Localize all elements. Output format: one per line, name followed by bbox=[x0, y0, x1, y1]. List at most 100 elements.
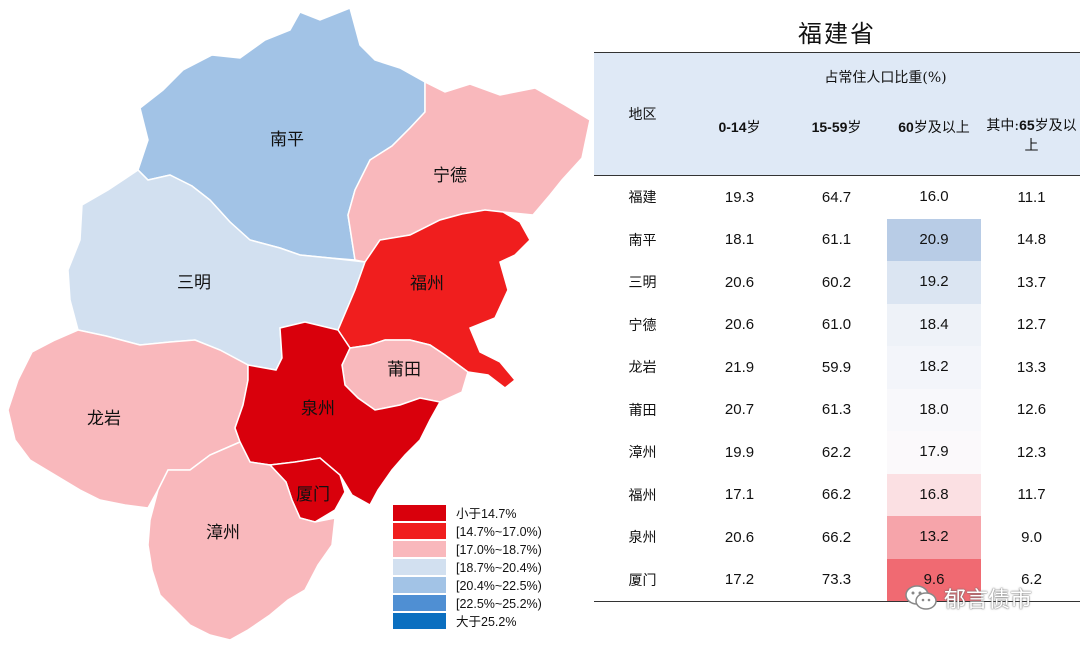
table-row: 漳州 19.9 62.2 17.9 12.3 bbox=[594, 431, 1080, 474]
legend-swatch bbox=[393, 595, 446, 611]
cell-value: 66.2 bbox=[821, 528, 852, 546]
cell-value: 18.2 bbox=[887, 346, 981, 389]
cell-value: 17.9 bbox=[887, 431, 981, 474]
header-age-60-plus: 60岁及以上 bbox=[885, 101, 983, 176]
label-longyan: 龙岩 bbox=[87, 409, 121, 429]
table-title: 福建省 bbox=[798, 20, 876, 48]
header-share-group: 占常住人口比重(%) bbox=[691, 52, 1080, 101]
cell-value: 20.9 bbox=[887, 218, 981, 261]
table-row: 三明 20.6 60.2 19.2 13.7 bbox=[594, 261, 1080, 304]
row-region: 厦门 bbox=[628, 572, 657, 589]
table-row: 龙岩 21.9 59.9 18.2 13.3 bbox=[594, 346, 1080, 389]
cell-60-plus: 18.4 bbox=[885, 303, 983, 346]
row-region: 龙岩 bbox=[628, 360, 657, 377]
header-unit: 岁及以上 bbox=[1024, 118, 1077, 154]
watermark: 郁言债市 bbox=[904, 580, 1080, 616]
legend-label: [18.7%~20.4%) bbox=[456, 561, 542, 575]
row-region: 泉州 bbox=[628, 530, 657, 547]
cell-value: 61.0 bbox=[821, 316, 852, 334]
table-row: 莆田 20.7 61.3 18.0 12.6 bbox=[594, 388, 1080, 431]
label-fuzhou: 福州 bbox=[410, 274, 444, 294]
legend-swatch bbox=[393, 577, 446, 593]
legend-swatch bbox=[393, 505, 446, 521]
row-region: 宁德 bbox=[628, 317, 657, 334]
cell-60-plus: 20.9 bbox=[885, 218, 983, 261]
cell-value: 16.0 bbox=[919, 188, 949, 205]
cell-60-plus: 19.2 bbox=[885, 261, 983, 304]
table-row: 厦门 17.2 73.3 9.6 6.2 bbox=[594, 558, 1080, 602]
cell-value: 20.6 bbox=[724, 316, 755, 334]
cell-value: 19.3 bbox=[724, 188, 755, 206]
legend-swatch bbox=[393, 559, 446, 575]
cell-60-plus: 9.6 bbox=[885, 558, 983, 602]
row-region: 南平 bbox=[628, 232, 657, 249]
cell-value: 62.2 bbox=[821, 443, 852, 461]
region-quanzhou[interactable] bbox=[234, 321, 442, 507]
table-row: 福建 19.3 64.7 16.0 11.1 bbox=[594, 176, 1080, 219]
cell-value: 18.4 bbox=[887, 303, 981, 346]
label-putian: 莆田 bbox=[387, 360, 421, 380]
cell-value: 20.6 bbox=[724, 273, 755, 291]
legend-item: [22.5%~25.2%) bbox=[393, 595, 542, 611]
cell-value: 9.0 bbox=[1021, 528, 1042, 546]
legend-item: [14.7%~17.0%) bbox=[393, 523, 542, 539]
cell-value: 17.2 bbox=[724, 571, 755, 589]
region-zhangzhou[interactable] bbox=[147, 441, 336, 641]
cell-value: 64.7 bbox=[821, 188, 852, 206]
label-nanping: 南平 bbox=[270, 130, 304, 150]
row-region: 漳州 bbox=[628, 445, 657, 462]
cell-value: 11.7 bbox=[1017, 486, 1046, 504]
legend-label: 小于14.7% bbox=[456, 507, 516, 521]
cell-value: 73.3 bbox=[821, 571, 852, 589]
header-num: 0-14 bbox=[718, 119, 747, 135]
label-sanming: 三明 bbox=[177, 273, 211, 293]
table-row: 宁德 20.6 61.0 18.4 12.7 bbox=[594, 303, 1080, 346]
cell-value: 13.2 bbox=[887, 516, 981, 559]
table-row: 福州 17.1 66.2 16.8 11.7 bbox=[594, 473, 1080, 516]
cell-value: 12.7 bbox=[1016, 316, 1047, 334]
header-prefix: 其中: bbox=[986, 118, 1020, 134]
population-table: 地区 占常住人口比重(%) 0-14岁 15-59岁 60岁及以上 其中:65岁… bbox=[594, 52, 1080, 602]
row-region: 福建 bbox=[628, 190, 657, 207]
cell-value: 11.1 bbox=[1017, 188, 1046, 206]
table-row: 南平 18.1 61.1 20.9 14.8 bbox=[594, 218, 1080, 261]
cell-value: 18.0 bbox=[887, 388, 981, 431]
cell-value: 6.2 bbox=[1021, 571, 1042, 589]
header-num: 15-59 bbox=[811, 119, 848, 135]
label-quanzhou: 泉州 bbox=[301, 399, 335, 419]
cell-value: 13.3 bbox=[1016, 358, 1047, 376]
cell-60-plus: 18.2 bbox=[885, 346, 983, 389]
cell-60-plus: 18.0 bbox=[885, 388, 983, 431]
header-age-15-59: 15-59岁 bbox=[788, 101, 885, 176]
legend-label: [22.5%~25.2%) bbox=[456, 597, 542, 611]
legend-swatch bbox=[393, 523, 446, 539]
cell-value: 61.3 bbox=[821, 401, 852, 419]
header-num: 60 bbox=[898, 119, 914, 135]
cell-value: 16.8 bbox=[887, 473, 981, 516]
label-zhangzhou: 漳州 bbox=[206, 523, 240, 543]
table-row: 泉州 20.6 66.2 13.2 9.0 bbox=[594, 516, 1080, 559]
cell-value: 66.2 bbox=[821, 486, 852, 504]
cell-value: 18.1 bbox=[724, 231, 755, 249]
legend-swatch bbox=[393, 613, 446, 629]
label-ningde: 宁德 bbox=[433, 166, 467, 186]
map-legend: 小于14.7% [14.7%~17.0%) [17.0%~18.7%) [18.… bbox=[393, 505, 542, 629]
row-region: 莆田 bbox=[628, 402, 657, 419]
cell-60-plus: 16.0 bbox=[885, 176, 983, 219]
row-region: 福州 bbox=[628, 487, 657, 504]
cell-value: 19.9 bbox=[724, 443, 755, 461]
cell-value: 13.7 bbox=[1016, 273, 1047, 291]
legend-label: [17.0%~18.7%) bbox=[456, 543, 542, 557]
legend-item: 大于25.2% bbox=[393, 613, 516, 629]
cell-value: 12.6 bbox=[1016, 401, 1047, 419]
cell-60-plus: 16.8 bbox=[885, 473, 983, 516]
watermark-text: 郁言债市 bbox=[944, 588, 1033, 613]
header-num: 65 bbox=[1019, 117, 1035, 133]
wechat-icon bbox=[905, 585, 937, 610]
header-region: 地区 bbox=[594, 52, 691, 176]
label-xiamen: 厦门 bbox=[296, 485, 330, 505]
cell-value: 59.9 bbox=[821, 358, 852, 376]
legend-label: 大于25.2% bbox=[456, 615, 516, 629]
cell-60-plus: 17.9 bbox=[885, 431, 983, 474]
cell-value: 20.6 bbox=[724, 528, 755, 546]
